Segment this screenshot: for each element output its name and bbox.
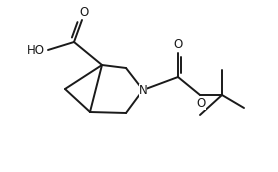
Text: O: O <box>173 38 183 51</box>
Text: HO: HO <box>27 44 45 56</box>
Text: O: O <box>196 97 206 110</box>
Text: O: O <box>80 6 89 19</box>
Text: N: N <box>139 83 147 96</box>
